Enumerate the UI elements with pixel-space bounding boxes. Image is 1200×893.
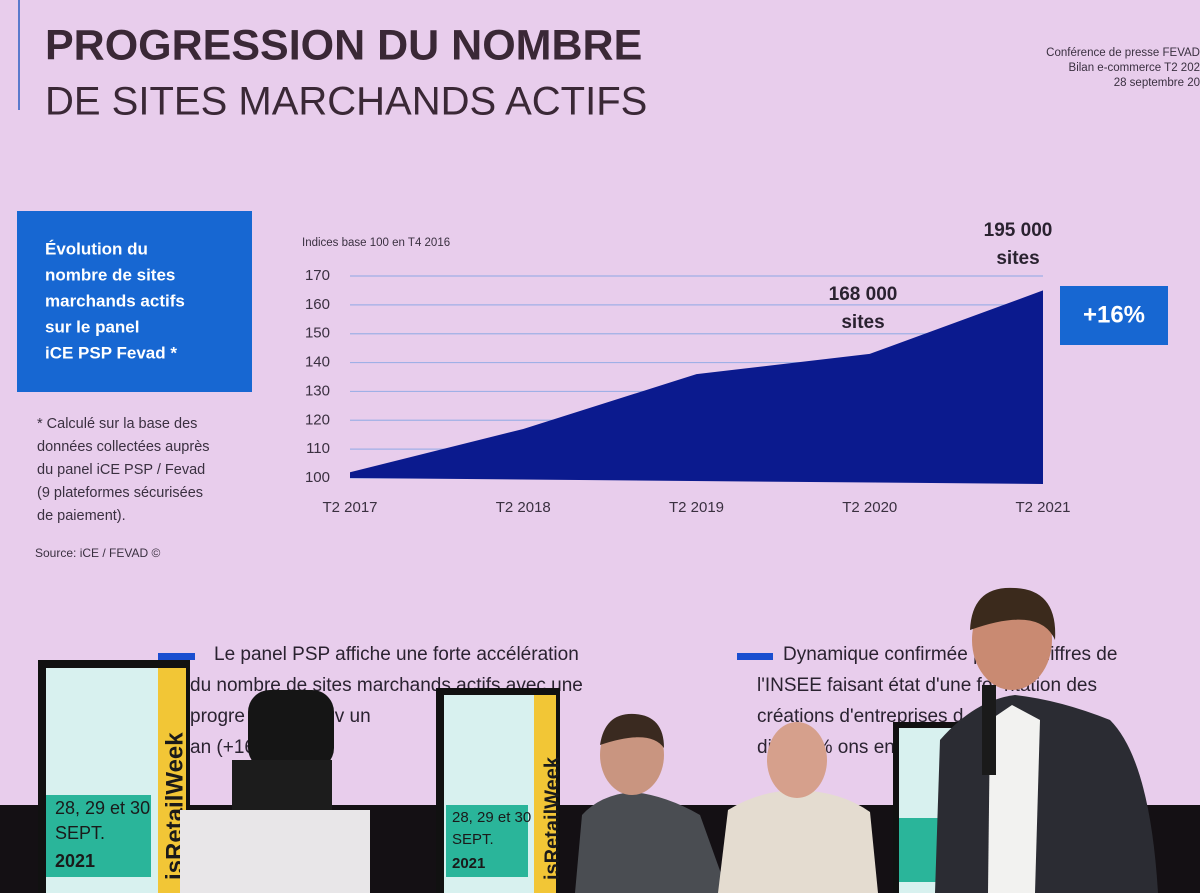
screen-brand: isRetailWeek	[541, 756, 563, 880]
y-tick-label: 100	[305, 469, 330, 486]
side-text: sur le panel	[45, 317, 139, 336]
x-tick-label: T2 2020	[842, 499, 897, 516]
bullet-marker	[158, 653, 195, 660]
badge	[1060, 286, 1168, 345]
footnote: du panel iCE PSP / Fevad	[37, 462, 205, 478]
screen-date-box	[46, 795, 151, 877]
microphone	[982, 685, 996, 775]
person-head	[767, 722, 827, 798]
side-box	[17, 211, 252, 392]
screen-text: 2021	[55, 851, 95, 871]
bullet-marker	[737, 653, 773, 660]
x-tick-label: T2 2019	[669, 499, 724, 516]
screen-text: 28, 29 et 30	[452, 809, 531, 826]
chart: 100 110 120 130 140 150 160 170 T2 2017 T2 2018 T2…	[305, 220, 1168, 516]
bullet-text: l'INSEE faisant état d'une for ntation d…	[757, 675, 1097, 696]
header-line: Conférence de presse FEVAD	[1046, 47, 1200, 59]
footnote: * Calculé sur la base des	[37, 416, 197, 432]
y-tick-label: 170	[305, 267, 330, 284]
y-axis-label: Indices base 100 en T4 2016	[302, 237, 450, 249]
annotation: sites	[996, 248, 1039, 269]
person-body	[718, 790, 878, 893]
screen-text: SEPT.	[452, 831, 494, 848]
person-body	[575, 792, 728, 893]
footnote: données collectées auprès	[37, 439, 210, 455]
person-hair	[970, 587, 1056, 640]
footnote: (9 plateformes sécurisées	[37, 485, 203, 501]
x-tick-label: T2 2021	[1015, 499, 1070, 516]
header-line: Bilan e-commerce T2 202	[1069, 62, 1200, 74]
person-shirt	[988, 705, 1040, 893]
y-tick-label: 140	[305, 354, 330, 371]
bullet-text: Dynamique confirmée p ents chiffres de	[783, 644, 1117, 665]
y-tick-label: 150	[305, 325, 330, 342]
x-tick-label: T2 2017	[322, 499, 377, 516]
bullet-text: créations d'entreprises d ente à	[757, 706, 1022, 727]
side-text: Évolution du	[45, 239, 148, 258]
annotation: 168 000	[829, 284, 898, 305]
side-text: marchands actifs	[45, 291, 185, 310]
subtitle: DE SITES MARCHANDS ACTIFS	[45, 80, 647, 124]
stage-screen: 28, 29 et 30 SEPT. 2021 isRetailWeek	[38, 660, 190, 893]
person	[718, 722, 878, 893]
badge-text: +16%	[1083, 301, 1145, 328]
annotation: 195 000	[984, 220, 1053, 241]
y-tick-label: 110	[306, 440, 330, 457]
stage-screen: 28, 29 et 30 SEPT. 2021 isRetailWeek	[436, 688, 563, 893]
person	[575, 713, 728, 893]
person-hair	[600, 713, 664, 748]
source: Source: iCE / FEVAD ©	[35, 546, 160, 560]
screen-text: 28, 29 et 30	[55, 798, 150, 818]
screen-band	[534, 695, 556, 893]
bullet-text: Le panel PSP affiche une forte accélérat…	[214, 644, 579, 665]
screen-date-box	[446, 805, 528, 877]
y-tick-label: 120	[305, 411, 330, 428]
annotation: sites	[841, 312, 884, 333]
x-tick-label: T2 2018	[496, 499, 551, 516]
camera	[248, 690, 334, 770]
pedestal	[180, 810, 370, 893]
y-tick-label: 130	[305, 382, 330, 399]
footnote: de paiement).	[37, 508, 126, 524]
side-text: nombre de sites	[45, 265, 175, 284]
y-tick-label: 160	[305, 296, 330, 313]
person	[935, 587, 1158, 893]
title: PROGRESSION DU NOMBRE	[45, 21, 642, 69]
side-text: iCE PSP Fevad *	[45, 343, 177, 362]
screen-text: SEPT.	[55, 823, 105, 843]
header-line: 28 septembre 20	[1114, 77, 1200, 89]
screen-text: 2021	[452, 855, 485, 872]
area	[350, 290, 1043, 484]
camera-base	[232, 760, 332, 810]
header-info: Conférence de presse FEVAD Bilan e-comme…	[1046, 47, 1200, 89]
